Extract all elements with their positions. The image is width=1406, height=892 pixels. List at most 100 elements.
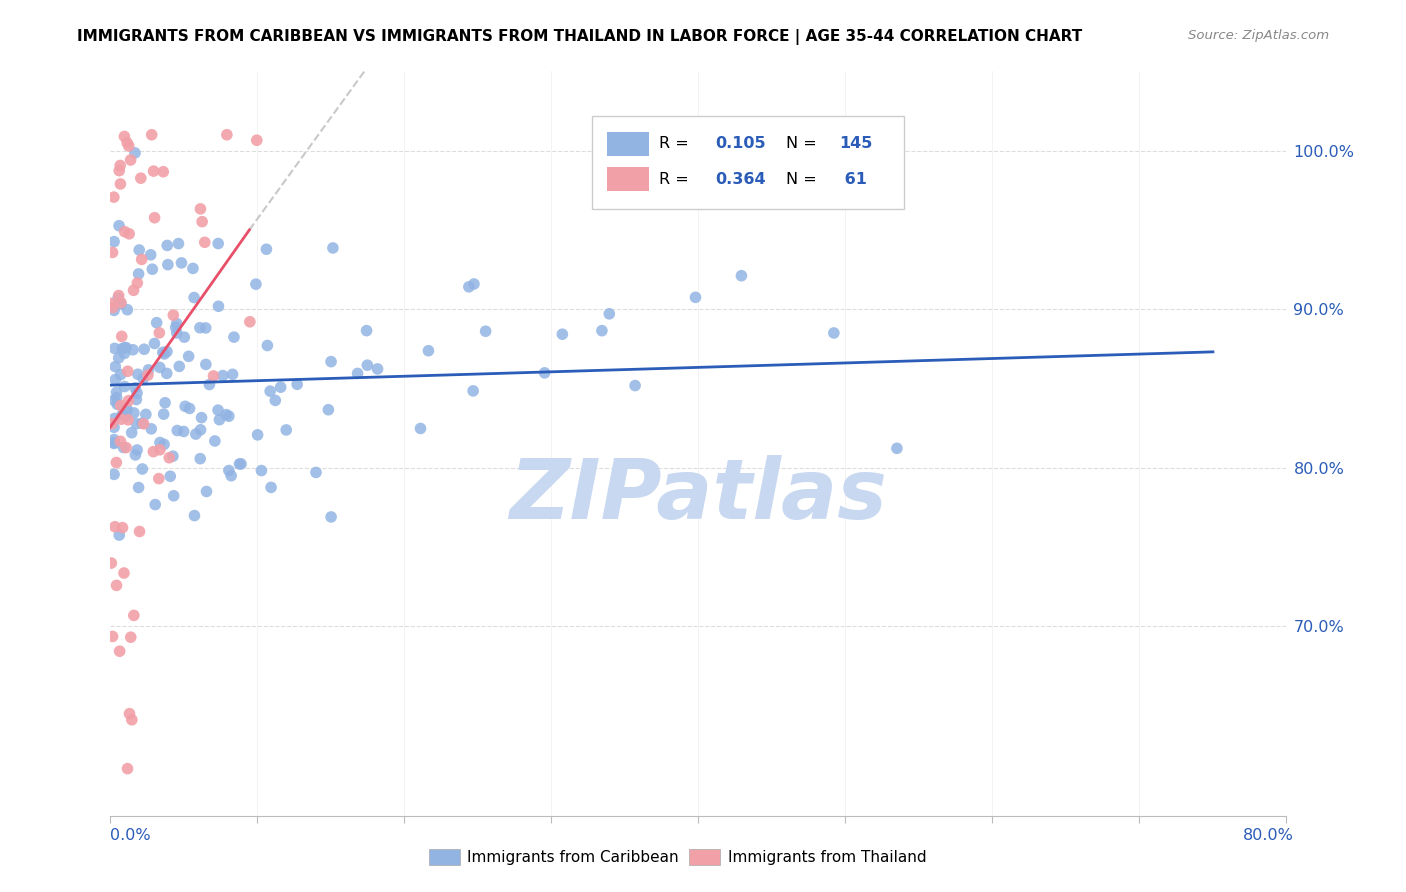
Point (149, 435, 172, 450)
Point (409, 421, 432, 435)
Point (131, 252, 153, 267)
Point (190, 423, 212, 437)
Point (246, 428, 269, 442)
Point (121, 425, 143, 440)
Point (117, 302, 139, 317)
Point (823, 326, 845, 340)
Point (141, 422, 163, 436)
Point (207, 403, 229, 417)
Point (115, 136, 138, 150)
Point (131, 462, 153, 476)
Point (110, 297, 132, 311)
Point (105, 578, 128, 592)
Point (117, 762, 139, 776)
FancyBboxPatch shape (607, 167, 648, 191)
Point (110, 295, 132, 310)
Point (103, 435, 125, 450)
Point (127, 442, 149, 457)
Point (156, 344, 179, 359)
Point (188, 320, 211, 334)
Point (551, 327, 574, 342)
Point (250, 464, 273, 478)
Point (228, 457, 250, 471)
Point (145, 316, 167, 330)
FancyBboxPatch shape (607, 132, 648, 155)
Point (129, 171, 152, 186)
Point (318, 402, 340, 417)
Point (174, 400, 197, 414)
Point (114, 225, 136, 239)
Point (179, 401, 201, 416)
Point (127, 368, 149, 382)
Point (107, 351, 129, 365)
Point (108, 528, 131, 542)
Point (166, 326, 188, 340)
Point (685, 290, 707, 304)
Point (100, 296, 122, 310)
Text: 80.0%: 80.0% (1243, 829, 1294, 843)
Point (162, 308, 184, 322)
Point (181, 261, 204, 276)
Point (118, 227, 141, 241)
Point (260, 480, 283, 494)
Point (110, 412, 132, 426)
Point (136, 368, 159, 382)
Point (112, 129, 135, 144)
Point (285, 377, 308, 392)
Point (730, 268, 752, 283)
Point (319, 510, 342, 524)
Point (103, 420, 125, 434)
Point (152, 165, 174, 179)
Point (111, 521, 134, 535)
Point (165, 320, 187, 334)
Point (121, 713, 143, 727)
Point (218, 464, 240, 478)
Point (128, 243, 150, 257)
Point (259, 384, 281, 399)
Text: 0.105: 0.105 (716, 136, 766, 151)
Point (166, 317, 188, 331)
Point (105, 385, 128, 400)
Point (184, 427, 207, 442)
Point (101, 245, 124, 260)
Point (163, 489, 186, 503)
Point (117, 364, 139, 378)
Point (141, 128, 163, 142)
Point (125, 392, 148, 407)
Point (108, 163, 131, 178)
Point (110, 177, 132, 191)
Point (183, 508, 205, 523)
Point (457, 280, 479, 294)
Point (103, 411, 125, 425)
Point (101, 629, 124, 643)
Point (190, 410, 212, 425)
Point (118, 706, 141, 721)
Point (100, 556, 122, 570)
Point (118, 139, 141, 153)
Point (120, 630, 142, 644)
Point (167, 236, 190, 251)
Point (111, 342, 134, 356)
Point (215, 408, 238, 422)
Point (256, 338, 278, 352)
Point (127, 276, 149, 290)
Point (177, 349, 200, 363)
Point (115, 441, 138, 455)
Point (198, 377, 221, 392)
Point (103, 467, 125, 482)
Point (183, 291, 205, 305)
Point (115, 402, 138, 417)
Text: Immigrants from Thailand: Immigrants from Thailand (728, 850, 927, 864)
Text: Source: ZipAtlas.com: Source: ZipAtlas.com (1188, 29, 1329, 42)
Point (191, 215, 214, 229)
Text: 0.364: 0.364 (716, 172, 766, 186)
Point (149, 360, 172, 375)
Point (122, 284, 145, 298)
Point (169, 359, 191, 374)
Point (107, 291, 129, 305)
Point (104, 520, 127, 534)
Point (112, 441, 135, 455)
Point (124, 381, 146, 395)
Point (120, 153, 142, 167)
Point (207, 236, 229, 251)
